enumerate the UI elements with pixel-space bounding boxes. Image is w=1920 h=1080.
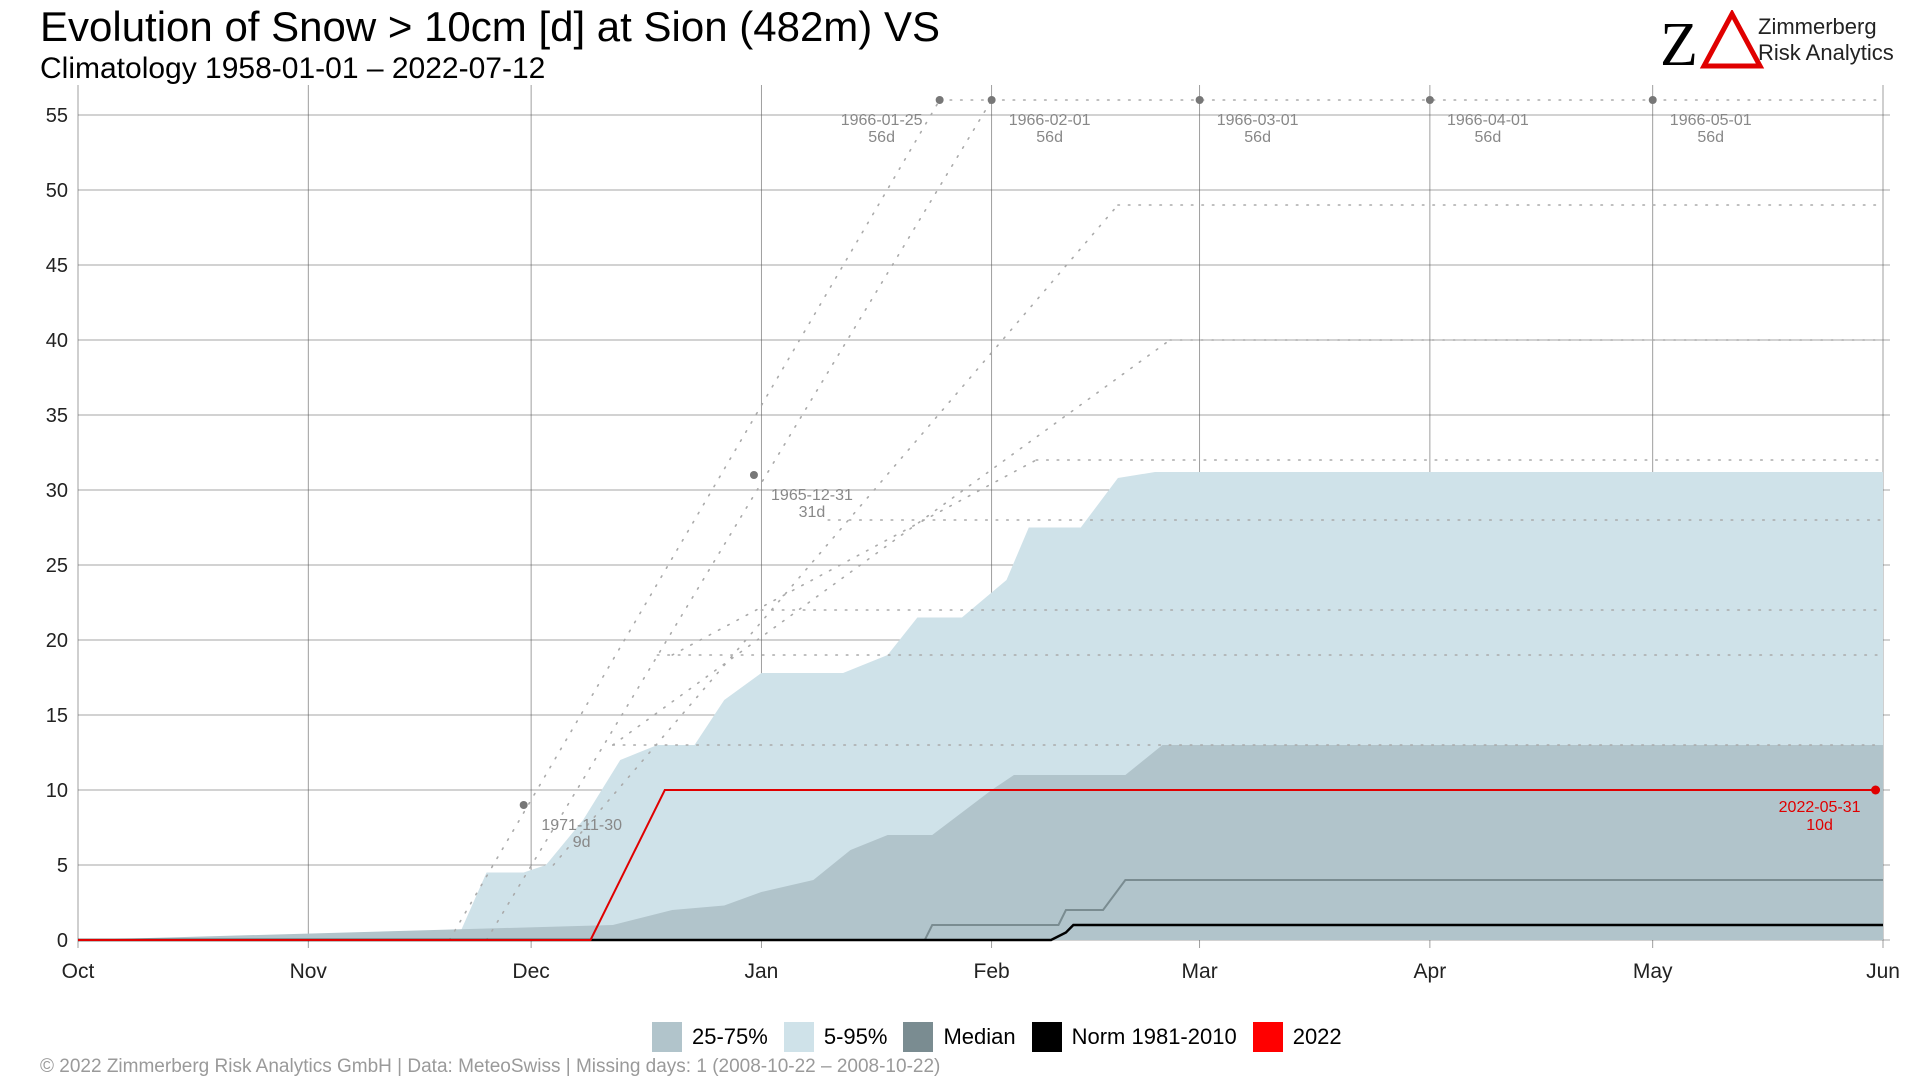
record-value-label: 56d — [868, 129, 895, 146]
y-tick-label: 40 — [46, 330, 68, 352]
za-logo-mark: Z — [1660, 10, 1765, 70]
y-tick-label: 30 — [46, 480, 68, 502]
x-tick-label: Dec — [512, 960, 549, 983]
legend-swatch-norm — [1031, 1022, 1062, 1052]
y-tick-label: 20 — [46, 630, 68, 652]
svg-text:Z: Z — [1660, 11, 1698, 70]
y-tick-label: 55 — [46, 105, 68, 127]
logo-line-2: Risk Analytics — [1758, 40, 1894, 65]
legend: 25-75% 5-95% Median Norm 1981-2010 2022 — [652, 1020, 1358, 1054]
record-point — [519, 801, 528, 809]
record-point — [935, 96, 944, 104]
record-point — [1425, 96, 1434, 104]
logo-text: Zimmerberg Risk Analytics — [1758, 14, 1894, 66]
legend-swatch-median — [903, 1022, 934, 1052]
x-tick-label: Mar — [1182, 960, 1218, 983]
record-point — [987, 96, 996, 104]
y-tick-label: 5 — [57, 855, 68, 877]
footer-credits: © 2022 Zimmerberg Risk Analytics GmbH | … — [40, 1056, 941, 1077]
series-2022-end-value-label: 10d — [1806, 817, 1833, 834]
series-2022-end-date-label: 2022-05-31 — [1779, 799, 1861, 816]
legend-label-norm: Norm 1981-2010 — [1071, 1024, 1237, 1049]
record-value-label: 9d — [573, 834, 591, 851]
record-date-label: 1966-03-01 — [1217, 112, 1299, 129]
record-point — [1648, 96, 1657, 104]
legend-item-norm: Norm 1981-2010 — [1031, 1022, 1237, 1052]
median-line — [78, 879, 1883, 941]
band-25-75-area — [78, 745, 1883, 940]
x-tick-label: Feb — [974, 960, 1010, 983]
legend-item-5-95: 5-95% — [783, 1022, 888, 1052]
record-date-label: 1966-04-01 — [1447, 112, 1529, 129]
logo-line-1: Zimmerberg — [1758, 14, 1877, 39]
record-value-label: 56d — [1475, 129, 1502, 146]
legend-item-25-75: 25-75% — [652, 1022, 768, 1052]
x-tick-label: Oct — [62, 960, 95, 983]
y-tick-label: 45 — [46, 255, 68, 277]
legend-item-2022: 2022 — [1252, 1022, 1342, 1052]
chart-canvas: 0 5 10 15 20 25 30 35 40 45 50 55 Oct Nov Dec Jan Feb Mar… — [46, 85, 1900, 983]
y-tick-label: 35 — [46, 405, 68, 427]
y-tick-label: 10 — [46, 780, 68, 802]
x-tick-label: Jan — [744, 960, 778, 983]
legend-swatch-2022 — [1252, 1022, 1283, 1052]
record-value-label: 56d — [1697, 129, 1724, 146]
legend-label-5-95: 5-95% — [823, 1024, 888, 1049]
legend-item-median: Median — [903, 1022, 1016, 1052]
legend-label-25-75: 25-75% — [692, 1024, 768, 1049]
y-tick-label: 0 — [57, 930, 68, 952]
record-value-label: 56d — [1036, 129, 1063, 146]
chart-title: Evolution of Snow > 10cm [d] at Sion (48… — [40, 3, 940, 50]
legend-swatch-5-95 — [783, 1022, 814, 1052]
record-date-label: 1966-01-25 — [841, 112, 923, 129]
y-tick-label: 25 — [46, 555, 68, 577]
x-tick-label: Nov — [290, 960, 328, 983]
record-value-label: 31d — [799, 504, 826, 521]
norm-line — [78, 923, 1883, 942]
x-tick-label: Jun — [1866, 960, 1900, 983]
series-2022-end-point — [1871, 785, 1881, 795]
y-tick-label: 15 — [46, 705, 68, 727]
record-point — [749, 471, 758, 479]
legend-swatch-25-75 — [652, 1022, 682, 1052]
record-date-label: 1966-02-01 — [1009, 112, 1091, 129]
record-envelope-line — [448, 99, 941, 941]
x-tick-label: May — [1633, 960, 1673, 983]
logo: Z — [1660, 10, 1765, 70]
record-date-label: 1966-05-01 — [1670, 112, 1752, 129]
record-point — [1195, 96, 1204, 104]
record-date-label: 1971-11-30 — [541, 817, 622, 834]
x-tick-label: Apr — [1414, 960, 1447, 983]
record-envelope-line — [552, 204, 1119, 866]
legend-label-2022: 2022 — [1292, 1024, 1342, 1049]
record-date-label: 1965-12-31 — [771, 487, 853, 504]
record-value-label: 56d — [1244, 129, 1271, 146]
y-tick-label: 50 — [46, 180, 68, 202]
legend-label-median: Median — [943, 1024, 1016, 1049]
series-2022-line — [78, 789, 1876, 941]
record-envelope-line — [612, 339, 1171, 746]
chart-subtitle: Climatology 1958-01-01 – 2022-07-12 — [40, 52, 546, 85]
